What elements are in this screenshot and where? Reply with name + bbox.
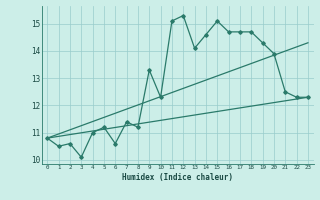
X-axis label: Humidex (Indice chaleur): Humidex (Indice chaleur) bbox=[122, 173, 233, 182]
